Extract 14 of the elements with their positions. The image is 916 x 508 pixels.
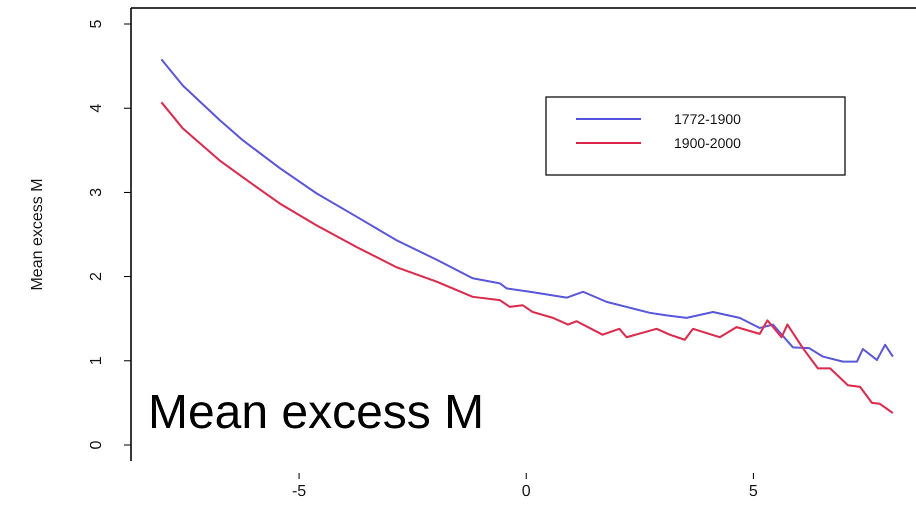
line-series bbox=[160, 58, 894, 363]
y-tick-label: 5 bbox=[88, 19, 105, 28]
y-tick-label: 3 bbox=[88, 188, 105, 197]
y-tick-label: 0 bbox=[88, 440, 105, 450]
x-tick-label: 0 bbox=[522, 483, 531, 500]
x-tick-label: -5 bbox=[292, 483, 306, 500]
y-tick-label: 4 bbox=[88, 104, 105, 113]
y-tick-label: 2 bbox=[88, 272, 105, 282]
y-tick-label: 1 bbox=[88, 356, 105, 366]
legend-label: 1900-2000 bbox=[674, 135, 742, 151]
annotation: Mean excess M bbox=[148, 386, 484, 439]
y-axis-title: Mean excess M bbox=[29, 178, 46, 291]
x-tick-label: 5 bbox=[748, 483, 758, 500]
legend-label: 1772-1900 bbox=[674, 111, 742, 127]
